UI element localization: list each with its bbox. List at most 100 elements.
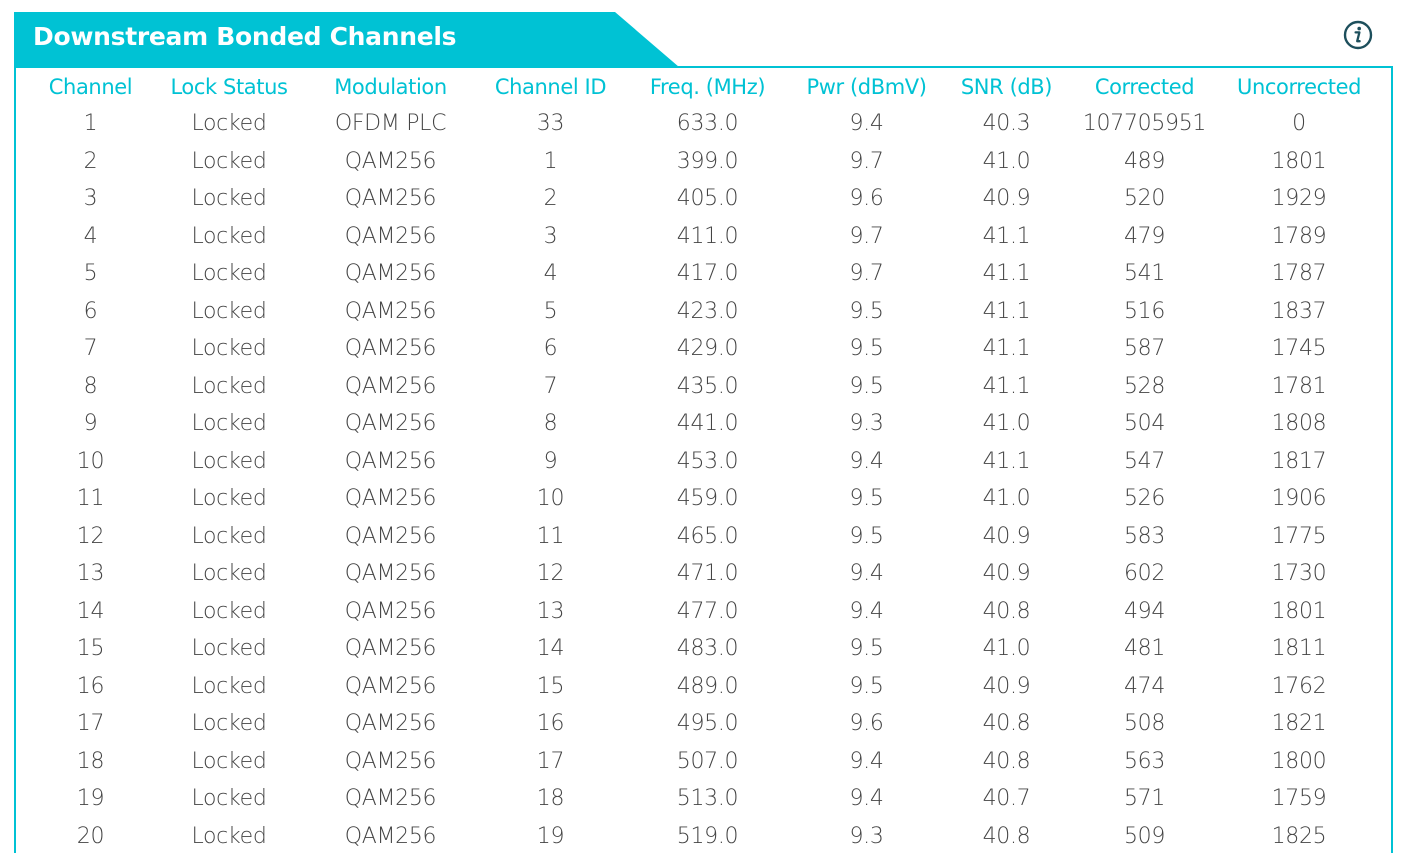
cell-frequency: 423.0 bbox=[676, 298, 739, 324]
table-row: 20 Locked QAM256 19 519.0 9.3 40.8 509 1825 bbox=[16, 818, 1391, 853]
cell-modulation: QAM256 bbox=[344, 186, 437, 212]
table-row: 17 Locked QAM256 16 495.0 9.6 40.8 508 1821 bbox=[16, 705, 1391, 743]
cell-power: 9.3 bbox=[849, 411, 884, 437]
cell-channel: 19 bbox=[76, 786, 105, 812]
cell-corrected: 541 bbox=[1123, 261, 1166, 287]
cell-uncorrected: 1825 bbox=[1271, 823, 1327, 849]
cell-snr: 40.9 bbox=[982, 186, 1031, 212]
cell-snr: 40.8 bbox=[982, 711, 1031, 737]
cell-channel: 1 bbox=[83, 111, 98, 137]
cell-channel-id: 5 bbox=[543, 298, 558, 324]
cell-channel: 7 bbox=[83, 336, 98, 362]
cell-modulation: QAM256 bbox=[344, 448, 437, 474]
cell-snr: 41.0 bbox=[982, 148, 1031, 174]
cell-lock-status: Locked bbox=[191, 448, 267, 474]
cell-channel: 12 bbox=[76, 523, 105, 549]
cell-channel: 17 bbox=[76, 711, 105, 737]
cell-channel-id: 3 bbox=[543, 223, 558, 249]
cell-uncorrected: 1808 bbox=[1271, 411, 1327, 437]
cell-modulation: QAM256 bbox=[344, 373, 437, 399]
cell-channel-id: 10 bbox=[536, 486, 565, 512]
cell-frequency: 483.0 bbox=[676, 636, 739, 662]
table-row: 19 Locked QAM256 18 513.0 9.4 40.7 571 1759 bbox=[16, 780, 1391, 818]
cell-frequency: 429.0 bbox=[676, 336, 739, 362]
column-header-modulation: Modulation bbox=[334, 74, 447, 99]
cell-frequency: 417.0 bbox=[676, 261, 739, 287]
cell-lock-status: Locked bbox=[191, 298, 267, 324]
cell-frequency: 405.0 bbox=[676, 186, 739, 212]
info-icon[interactable] bbox=[1343, 20, 1373, 50]
cell-modulation: QAM256 bbox=[344, 148, 437, 174]
cell-channel: 13 bbox=[76, 561, 105, 587]
cell-snr: 40.7 bbox=[982, 786, 1031, 812]
cell-snr: 41.1 bbox=[982, 223, 1031, 249]
cell-channel-id: 11 bbox=[536, 523, 565, 549]
column-header-channel-id: Channel ID bbox=[494, 74, 607, 99]
cell-corrected: 489 bbox=[1123, 148, 1166, 174]
cell-channel-id: 16 bbox=[536, 711, 565, 737]
cell-uncorrected: 1821 bbox=[1271, 711, 1327, 737]
cell-frequency: 465.0 bbox=[676, 523, 739, 549]
table-row: 5 Locked QAM256 4 417.0 9.7 41.1 541 1787 bbox=[16, 255, 1391, 293]
cell-channel-id: 8 bbox=[543, 411, 558, 437]
cell-frequency: 507.0 bbox=[676, 748, 739, 774]
cell-channel: 8 bbox=[83, 373, 98, 399]
cell-uncorrected: 1789 bbox=[1271, 223, 1327, 249]
cell-channel: 5 bbox=[83, 261, 98, 287]
cell-frequency: 495.0 bbox=[676, 711, 739, 737]
table-row: 8 Locked QAM256 7 435.0 9.5 41.1 528 1781 bbox=[16, 368, 1391, 406]
table-row: 7 Locked QAM256 6 429.0 9.5 41.1 587 1745 bbox=[16, 330, 1391, 368]
cell-uncorrected: 1800 bbox=[1271, 748, 1327, 774]
cell-uncorrected: 1787 bbox=[1271, 261, 1327, 287]
cell-modulation: QAM256 bbox=[344, 411, 437, 437]
panel-title: Downstream Bonded Channels bbox=[33, 22, 457, 51]
cell-channel: 15 bbox=[76, 636, 105, 662]
cell-lock-status: Locked bbox=[191, 411, 267, 437]
cell-corrected: 602 bbox=[1123, 561, 1166, 587]
table-row: 9 Locked QAM256 8 441.0 9.3 41.0 504 1808 bbox=[16, 405, 1391, 443]
cell-snr: 41.1 bbox=[982, 448, 1031, 474]
cell-frequency: 459.0 bbox=[676, 486, 739, 512]
cell-power: 9.4 bbox=[849, 561, 884, 587]
cell-lock-status: Locked bbox=[191, 336, 267, 362]
cell-channel-id: 17 bbox=[536, 748, 565, 774]
cell-frequency: 435.0 bbox=[676, 373, 739, 399]
cell-frequency: 513.0 bbox=[676, 786, 739, 812]
cell-frequency: 411.0 bbox=[676, 223, 739, 249]
cell-uncorrected: 1906 bbox=[1271, 486, 1327, 512]
cell-frequency: 399.0 bbox=[676, 148, 739, 174]
cell-power: 9.7 bbox=[849, 148, 884, 174]
cell-lock-status: Locked bbox=[191, 486, 267, 512]
column-header-lock-status: Lock Status bbox=[170, 74, 288, 99]
cell-channel-id: 33 bbox=[536, 111, 565, 137]
cell-corrected: 587 bbox=[1123, 336, 1166, 362]
table-body: 1 Locked OFDM PLC 33 633.0 9.4 40.3 107705951 0 2… bbox=[16, 105, 1391, 853]
cell-snr: 41.1 bbox=[982, 336, 1031, 362]
panel-title-tab bbox=[14, 12, 679, 67]
cell-modulation: QAM256 bbox=[344, 711, 437, 737]
cell-channel: 2 bbox=[83, 148, 98, 174]
cell-channel-id: 13 bbox=[536, 598, 565, 624]
cell-frequency: 471.0 bbox=[676, 561, 739, 587]
cell-power: 9.4 bbox=[849, 786, 884, 812]
table-header: Channel Lock Status Modulation Channel ID Fr… bbox=[16, 68, 1391, 105]
cell-uncorrected: 1837 bbox=[1271, 298, 1327, 324]
cell-power: 9.6 bbox=[849, 711, 884, 737]
table-row: 16 Locked QAM256 15 489.0 9.5 40.9 474 1762 bbox=[16, 668, 1391, 706]
cell-channel: 6 bbox=[83, 298, 98, 324]
cell-lock-status: Locked bbox=[191, 748, 267, 774]
cell-channel-id: 1 bbox=[543, 148, 558, 174]
cell-channel-id: 15 bbox=[536, 673, 565, 699]
cell-corrected: 528 bbox=[1123, 373, 1166, 399]
column-header-snr: SNR (dB) bbox=[960, 74, 1053, 99]
cell-corrected: 571 bbox=[1123, 786, 1166, 812]
cell-lock-status: Locked bbox=[191, 823, 267, 849]
cell-channel: 14 bbox=[76, 598, 105, 624]
cell-modulation: QAM256 bbox=[344, 261, 437, 287]
cell-channel: 10 bbox=[76, 448, 105, 474]
table-row: 6 Locked QAM256 5 423.0 9.5 41.1 516 1837 bbox=[16, 293, 1391, 331]
cell-modulation: QAM256 bbox=[344, 486, 437, 512]
cell-uncorrected: 1801 bbox=[1271, 148, 1327, 174]
cell-snr: 40.8 bbox=[982, 598, 1031, 624]
